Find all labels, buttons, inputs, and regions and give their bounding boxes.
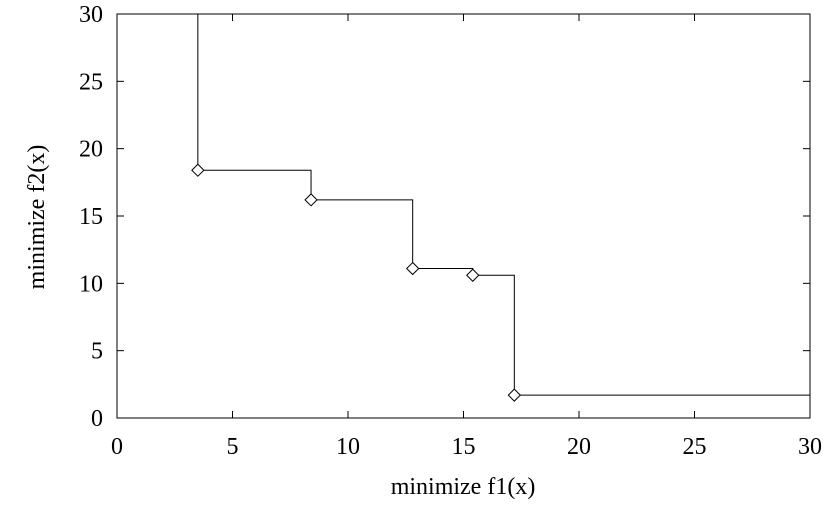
- series-step-line: [197, 14, 810, 396]
- data-point-diamond: [191, 163, 205, 177]
- plot-area: [116, 13, 811, 419]
- x-tick-label: 30: [798, 434, 822, 460]
- x-tick-label: 5: [227, 434, 239, 460]
- x-axis-label: minimize f1(x): [391, 474, 536, 500]
- data-point-diamond: [507, 388, 522, 402]
- y-tick-label: 20: [79, 137, 103, 163]
- plot-frame: [116, 13, 811, 419]
- y-tick-label: 10: [79, 271, 103, 297]
- x-tick-label: 10: [336, 434, 360, 460]
- data-point-diamond: [304, 193, 318, 207]
- y-tick-label: 0: [91, 406, 103, 432]
- y-tick-label: 30: [79, 2, 103, 28]
- y-tick-label: 25: [79, 69, 103, 95]
- x-tick-label: 0: [111, 434, 123, 460]
- x-tick-label: 25: [683, 434, 707, 460]
- x-tick-label: 20: [567, 434, 591, 460]
- y-tick-label: 5: [91, 339, 103, 365]
- y-tick-label: 15: [79, 204, 103, 230]
- data-point-diamond: [466, 268, 480, 282]
- data-point-diamond: [405, 261, 420, 276]
- x-tick-label: 15: [452, 434, 476, 460]
- y-axis-label: minimize f2(x): [24, 145, 50, 290]
- axis-ticks: 0 5 10 15 20 25 30 0 5 10 15 20 25 30: [79, 2, 822, 460]
